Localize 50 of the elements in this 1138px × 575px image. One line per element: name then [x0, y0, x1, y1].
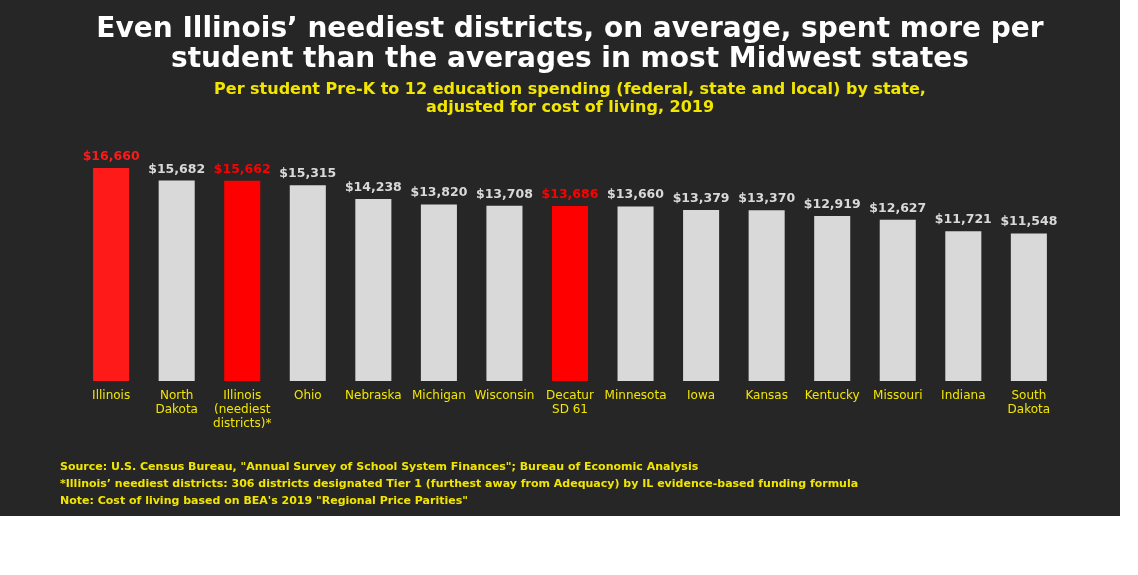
data-label: $14,238: [344, 179, 402, 195]
data-label: $16,660: [82, 148, 140, 164]
bar: [486, 205, 523, 381]
x-tick-label: Michigan: [411, 387, 466, 402]
x-tick-label: Wisconsin: [474, 387, 535, 402]
x-tick-label: Indiana: [941, 387, 986, 402]
text: *Illinois’ neediest districts: 306 districts designated Tier 1 (furthest away from Adequacy) by IL evidence-based funding formula: [60, 477, 859, 490]
x-tick-label: Kansas: [745, 387, 788, 402]
text: Note: Cost of living based on BEA's 2019 "Regional Price Parities": [60, 494, 468, 507]
data-label: $11,721: [934, 211, 992, 227]
bar: [748, 210, 785, 381]
data-label: $13,379: [672, 190, 730, 206]
x-tick-label: Kentucky: [804, 387, 860, 402]
data-label: $13,370: [738, 190, 796, 206]
x-tick-label: Minnesota: [604, 387, 667, 402]
x-tick-label: Iowa: [687, 387, 716, 402]
data-label: $13,708: [475, 185, 533, 201]
bar: [420, 204, 457, 381]
data-label: $13,820: [410, 184, 468, 200]
bar: [617, 206, 654, 381]
bar: [551, 206, 589, 381]
source-note: Source: U.S. Census Bureau, "Annual Survey of School System Finances"; Bureau of Economic Analysis: [60, 460, 699, 473]
x-tick-label: Nebraska: [345, 387, 402, 402]
data-label: $12,919: [803, 195, 861, 211]
bar: [1010, 233, 1047, 381]
bar: [355, 199, 392, 381]
bar: [945, 231, 982, 381]
chart-subtitle: Per student Pre-K to 12 education spending (federal, state and local) by state, adjusted for cost of living, 2019: [214, 79, 926, 117]
x-tick-label: North Dakota: [155, 387, 198, 416]
x-tick-label: Illinois (neediest districts)*: [213, 387, 272, 430]
x-tick-label: Ohio: [293, 387, 322, 402]
bar: [158, 180, 195, 381]
data-label: $13,686: [541, 186, 599, 202]
data-label: $15,682: [148, 160, 206, 176]
x-tick-label: South Dakota: [1007, 387, 1051, 416]
bar: [879, 219, 916, 381]
chart-title: Even Illinois’ neediest districts, on average, spent more per student than the averages in most Midwest states: [96, 11, 1044, 75]
data-label: $11,548: [1000, 213, 1058, 229]
bar: [814, 215, 851, 381]
bar: [683, 210, 720, 381]
bar: [289, 185, 326, 381]
data-label: $13,660: [607, 186, 665, 202]
data-label: $12,627: [869, 199, 927, 215]
x-tick-label: Decatur SD 61: [546, 387, 594, 416]
x-tick-label: Illinois: [92, 387, 131, 402]
data-label: $15,315: [279, 165, 337, 181]
bar: [93, 168, 130, 381]
data-label: $15,662: [213, 160, 271, 176]
bar: [224, 180, 261, 381]
x-tick-label: Missouri: [873, 387, 923, 402]
